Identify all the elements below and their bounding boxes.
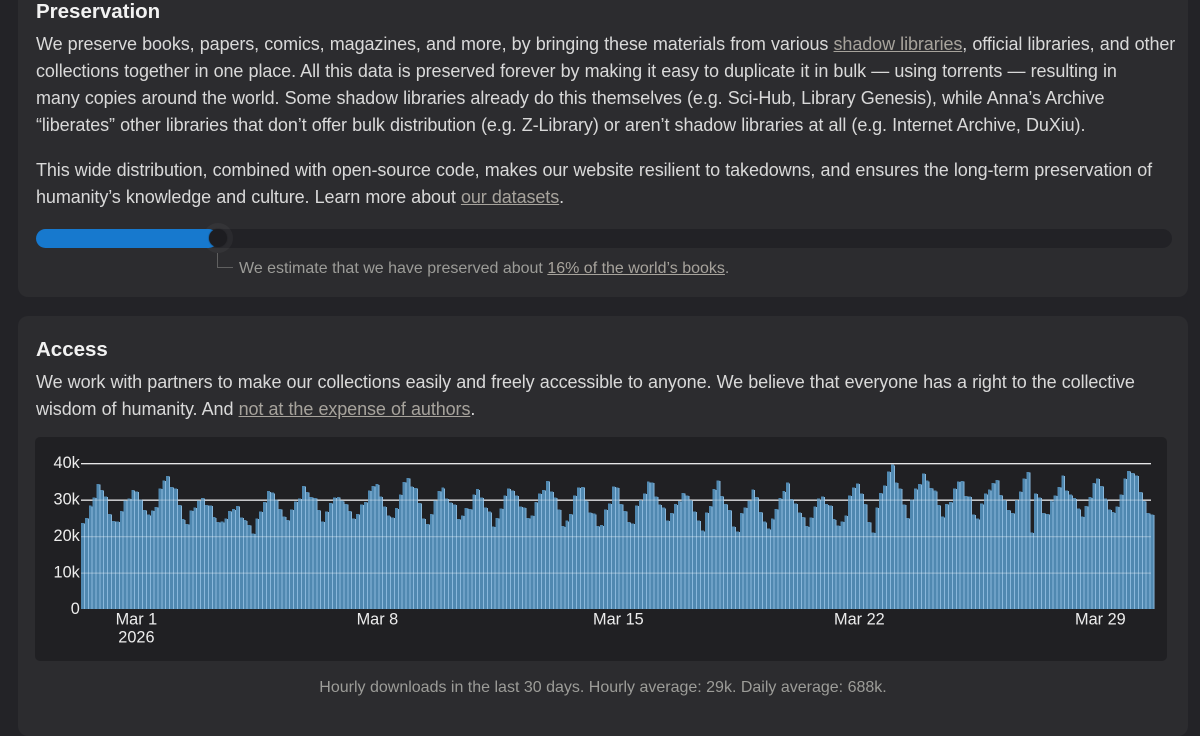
- svg-text:40k: 40k: [54, 454, 81, 472]
- svg-text:Mar 15: Mar 15: [593, 611, 644, 629]
- svg-text:Mar 22: Mar 22: [834, 611, 885, 629]
- svg-text:Mar 8: Mar 8: [357, 611, 399, 629]
- svg-text:2026: 2026: [118, 629, 154, 647]
- svg-text:Mar 1: Mar 1: [116, 611, 158, 629]
- svg-text:30k: 30k: [54, 490, 81, 508]
- svg-text:20k: 20k: [54, 527, 81, 545]
- svg-text:Mar 29: Mar 29: [1075, 611, 1126, 629]
- svg-text:0: 0: [71, 600, 80, 618]
- svg-text:10k: 10k: [54, 563, 81, 581]
